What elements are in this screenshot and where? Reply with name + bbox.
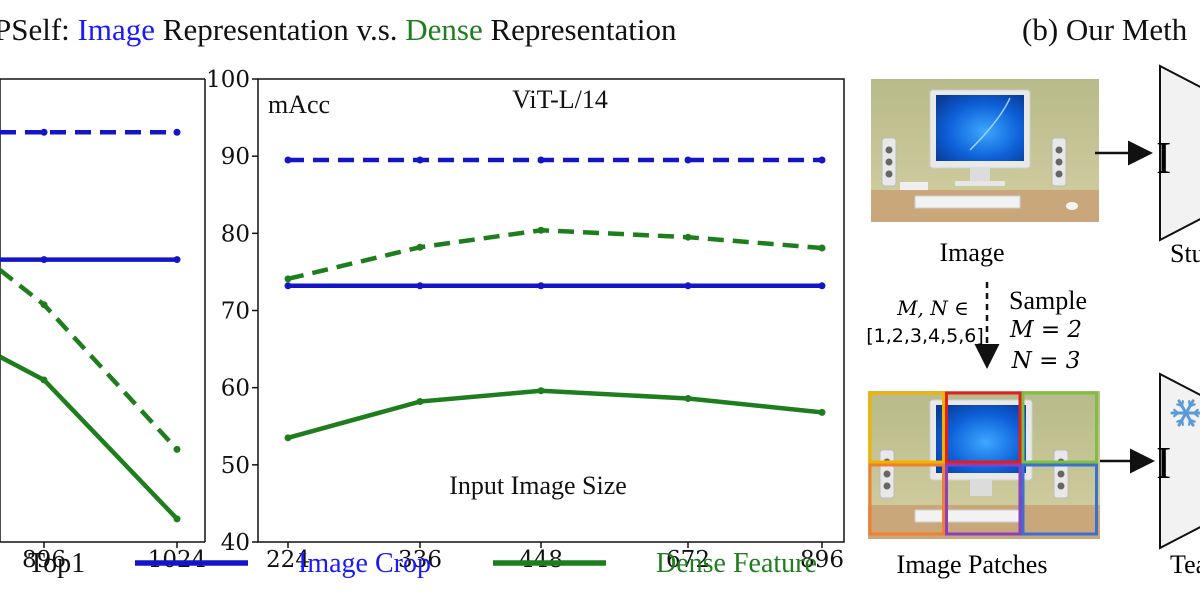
data-point [818, 282, 826, 290]
data-point [416, 243, 424, 251]
data-point [284, 282, 292, 290]
image-patches-label: Image Patches [897, 550, 1048, 579]
snowflake-icon [1170, 399, 1200, 427]
figure-title: PSelf: Image Representation v.s. Dense R… [0, 12, 677, 47]
data-point [416, 156, 424, 164]
y-tick-label: 40 [221, 530, 250, 556]
patch-4 [868, 463, 945, 536]
data-point [537, 282, 545, 290]
m-value-label: M = 2 [1009, 317, 1082, 343]
sample-set-label: [1,2,3,4,5,6] [866, 325, 984, 347]
patch-grid [868, 391, 1098, 536]
x-axis-label: Input Image Size [449, 471, 627, 500]
legend-image-crop-label: Image Crop [298, 548, 431, 579]
panel-b-title: (b) Our Meth [1022, 12, 1188, 47]
data-point [284, 156, 292, 164]
student-encoder [1159, 64, 1200, 242]
y-tick-label: 60 [221, 376, 250, 402]
left-chart-panel: 896 1024 [0, 78, 207, 573]
data-point [537, 226, 545, 234]
x-tick-label: 224 [266, 547, 310, 573]
y-tick-label: 100 [206, 67, 250, 93]
image-label: Image [940, 238, 1005, 267]
legend-dense-feature-label: Dense Feature [656, 548, 817, 579]
data-point [173, 128, 181, 136]
data-point [173, 256, 181, 264]
data-point [818, 244, 826, 252]
data-point [684, 233, 692, 241]
teacher-label: Tea [1170, 550, 1200, 579]
student-encoder-glyph: I [1156, 132, 1171, 183]
student-label: Stu [1170, 239, 1200, 268]
data-point [416, 398, 424, 406]
patch-2 [945, 391, 1022, 464]
data-point [684, 394, 692, 402]
data-point [284, 434, 292, 442]
patch-1 [868, 391, 945, 464]
right-chart-title: ViT-L/14 [512, 85, 608, 114]
left-metric-label: Top1 [28, 548, 86, 579]
x-tick-label: 672 [666, 547, 710, 573]
x-tick-label: 336 [398, 547, 442, 573]
data-point [537, 156, 545, 164]
data-point [284, 275, 292, 283]
data-point [818, 408, 826, 416]
data-point [173, 515, 181, 523]
data-point [173, 445, 181, 453]
data-point [40, 301, 48, 309]
input-image-photo [871, 79, 1099, 222]
patch-6 [1021, 463, 1098, 536]
sample-range-label: M, N ∈ [896, 296, 969, 320]
data-point [818, 156, 826, 164]
x-tick-label: 448 [519, 547, 563, 573]
data-point [416, 282, 424, 290]
y-tick-label: 70 [221, 299, 250, 325]
left-x-tick-label: 896 [22, 547, 66, 573]
y-tick-label: 80 [221, 221, 250, 247]
teacher-encoder-glyph: I [1156, 437, 1171, 488]
data-point [684, 282, 692, 290]
left-x-tick-label: 1024 [148, 547, 207, 573]
data-point [537, 387, 545, 395]
patch-5 [945, 463, 1022, 536]
data-point [40, 256, 48, 264]
patch-3 [1021, 391, 1098, 464]
data-point [40, 128, 48, 136]
y-tick-label: 90 [221, 144, 250, 170]
data-point [684, 156, 692, 164]
sample-label: Sample [1009, 286, 1087, 315]
right-chart-panel: mAcc ViT-L/14 Input Image Size 40 50 60 70 8… [206, 67, 845, 573]
x-tick-label: 896 [800, 547, 844, 573]
data-point [40, 376, 48, 384]
right-metric-label: mAcc [268, 90, 330, 119]
y-tick-label: 50 [221, 453, 250, 479]
n-value-label: N = 3 [1011, 348, 1081, 374]
